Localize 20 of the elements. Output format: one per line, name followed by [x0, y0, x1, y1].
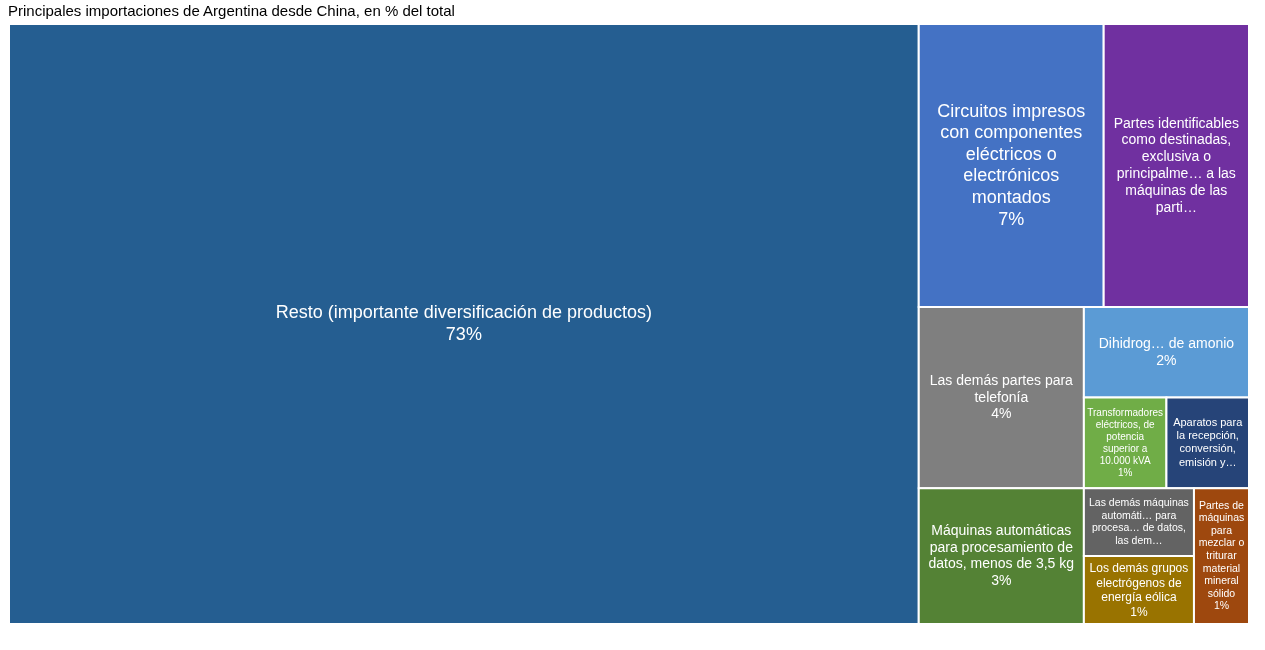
category-label: Partes de máquinas para mezclar o triturar material mineral sólido: [1198, 498, 1245, 599]
data-label: 1%: [1213, 599, 1230, 612]
category-label: Circuitos impresos con componentes eléctricos o electrónicos montados: [937, 100, 1086, 207]
text: Principales importaciones de Argentina desde China, en % del total: [8, 2, 455, 19]
data-label: 1%: [1117, 466, 1133, 478]
category-label: Dihidrog… de amonio: [1098, 334, 1235, 351]
category-label: Los demás grupos electrógenos de energía eólica: [1089, 561, 1189, 605]
category-label: Partes identificables como destinadas, exclusiva o principalme… a las máquinas de las parti…: [1113, 114, 1239, 215]
data-label: 1%: [1130, 604, 1148, 619]
category-label: Máquinas automáticas para procesamiento de datos, menos de 3,5 kg: [928, 521, 1075, 572]
data-label: 7%: [998, 208, 1025, 229]
category-label: Transformadores eléctricos, de potencia superior a 10.000 kVA: [1087, 406, 1164, 466]
data-label: 4%: [991, 405, 1012, 422]
data-label: 73%: [445, 323, 482, 344]
category-label: Aparatos para la recepción, conversión, emisión y…: [1173, 416, 1244, 468]
data-label: 2%: [1156, 351, 1177, 368]
data-label: 3%: [991, 572, 1012, 589]
category-label: Las demás máquinas automáti… para procesa… de datos, las dem…: [1089, 496, 1189, 547]
category-label: Las demás partes para telefonía: [929, 371, 1074, 405]
category-label: Resto (importante diversificación de productos): [275, 302, 652, 323]
